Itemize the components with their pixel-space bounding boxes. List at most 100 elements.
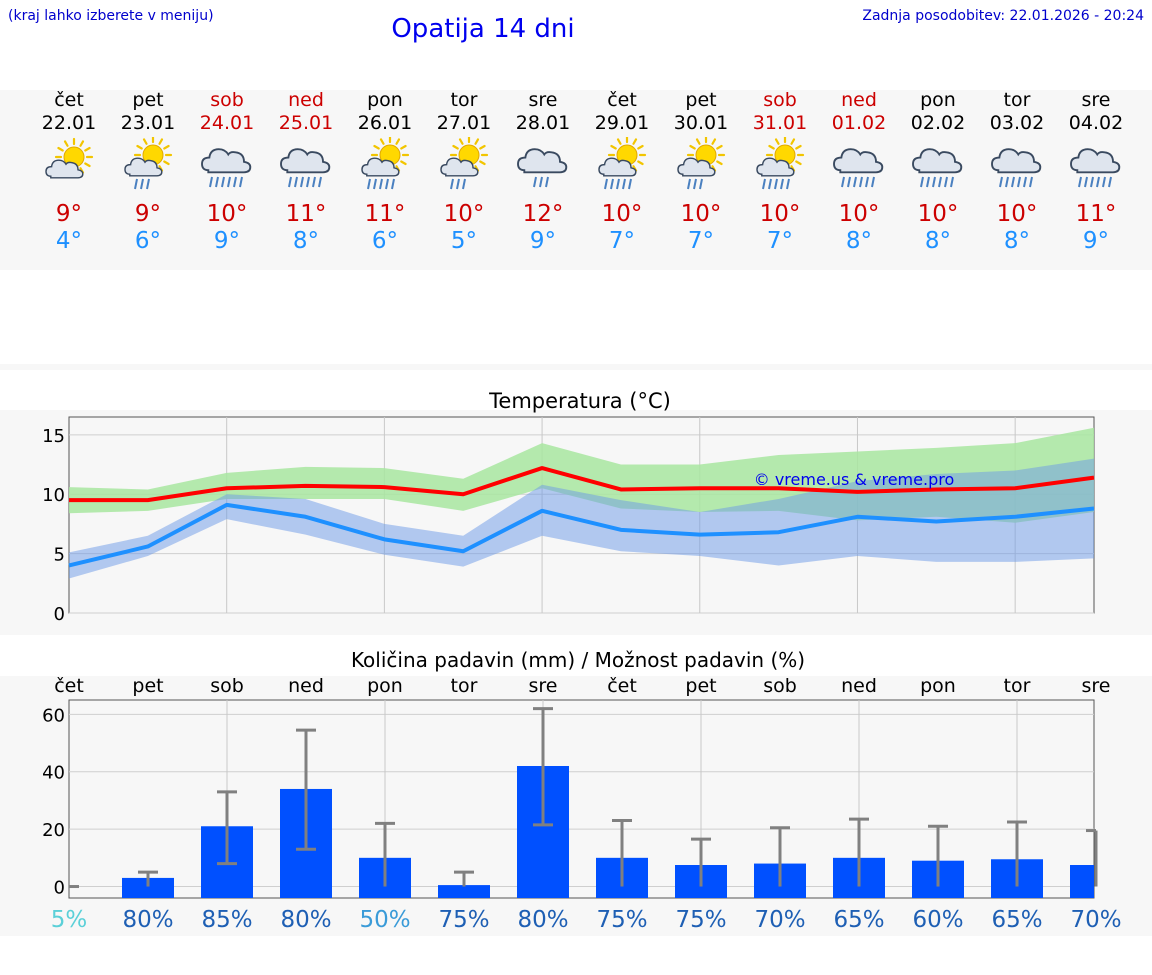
sun-cloud-rain-icon bbox=[583, 135, 662, 197]
day-name: pon bbox=[367, 89, 403, 111]
day-date: 29.01 bbox=[594, 112, 650, 134]
max-temperature: 10° bbox=[917, 201, 959, 227]
day-date: 22.01 bbox=[41, 112, 97, 134]
precipitation-probability: 70% bbox=[1070, 907, 1121, 933]
precipitation-probability: 70% bbox=[754, 907, 805, 933]
sun-cloud-light-rain-icon bbox=[425, 135, 504, 197]
max-temperature: 11° bbox=[364, 201, 406, 227]
x-category-label: sob bbox=[763, 675, 797, 697]
min-temperature: 9° bbox=[529, 228, 557, 254]
precipitation-probability: 75% bbox=[675, 907, 726, 933]
x-category-label: sre bbox=[529, 675, 558, 697]
day-name: sre bbox=[528, 89, 558, 111]
daily-forecast-strip: čet 22.01 9° 4° pet 23.01 9° 6° sob 24.01 10° 9° ned… bbox=[0, 89, 1152, 270]
day-date: 23.01 bbox=[120, 112, 176, 134]
day-forecast: ned 01.02 10° 8° bbox=[820, 89, 899, 255]
day-name: sob bbox=[210, 89, 244, 111]
cloud-light-rain-icon bbox=[504, 135, 583, 197]
day-forecast: tor 03.02 10° 8° bbox=[978, 89, 1057, 255]
day-date: 31.01 bbox=[752, 112, 808, 134]
min-temperature: 7° bbox=[608, 228, 636, 254]
day-name: pet bbox=[132, 89, 164, 111]
precipitation-probability: 75% bbox=[596, 907, 647, 933]
precipitation-probability: 50% bbox=[359, 907, 410, 933]
min-temperature-line bbox=[68, 502, 1095, 568]
day-name: ned bbox=[288, 89, 324, 111]
min-temperature: 9° bbox=[213, 228, 241, 254]
x-category-label: čet bbox=[607, 675, 637, 697]
x-category-label: sob bbox=[210, 675, 244, 697]
rain-cloud-icon bbox=[899, 135, 978, 197]
max-temperature: 11° bbox=[1075, 201, 1117, 227]
day-forecast: sob 24.01 10° 9° bbox=[188, 89, 267, 255]
rain-cloud-icon bbox=[267, 135, 346, 197]
x-category-label: ned bbox=[841, 675, 877, 697]
y-tick-label: 15 bbox=[42, 426, 65, 447]
precipitation-probability: 85% bbox=[201, 907, 252, 933]
day-date: 30.01 bbox=[673, 112, 729, 134]
x-category-label: pet bbox=[685, 675, 716, 697]
max-temperature: 10° bbox=[601, 201, 643, 227]
precipitation-chart-title: Količina padavin (mm) / Možnost padavin … bbox=[351, 648, 805, 672]
y-tick-label: 0 bbox=[54, 604, 65, 625]
day-forecast: čet 29.01 10° 7° bbox=[583, 89, 662, 255]
y-tick-label: 10 bbox=[42, 485, 65, 506]
min-temperature: 7° bbox=[766, 228, 794, 254]
x-category-label: sre bbox=[1082, 675, 1111, 697]
day-date: 02.02 bbox=[910, 112, 966, 134]
precipitation-probability: 80% bbox=[517, 907, 568, 933]
min-temperature: 5° bbox=[450, 228, 478, 254]
day-forecast: čet 22.01 9° 4° bbox=[30, 89, 109, 255]
day-date: 03.02 bbox=[989, 112, 1045, 134]
day-date: 28.01 bbox=[515, 112, 571, 134]
precipitation-chart: Količina padavin (mm) / Možnost padavin … bbox=[42, 648, 1121, 933]
day-date: 27.01 bbox=[436, 112, 492, 134]
day-forecast: sre 28.01 12° 9° bbox=[504, 89, 583, 255]
max-temperature: 10° bbox=[206, 201, 248, 227]
precipitation-probability: 80% bbox=[280, 907, 331, 933]
day-name: tor bbox=[1003, 89, 1031, 111]
page-title: Opatija 14 dni bbox=[391, 14, 575, 44]
x-category-label: tor bbox=[451, 675, 478, 697]
x-category-label: čet bbox=[54, 675, 84, 697]
max-temperature-line bbox=[69, 466, 1095, 503]
day-forecast: sre 04.02 11° 9° bbox=[1057, 89, 1136, 255]
max-temperature: 10° bbox=[443, 201, 485, 227]
day-forecast: ned 25.01 11° 8° bbox=[267, 89, 346, 255]
day-forecast: pet 23.01 9° 6° bbox=[109, 89, 188, 255]
y-tick-label: 60 bbox=[42, 705, 65, 726]
rain-cloud-icon bbox=[1057, 135, 1136, 197]
day-name: čet bbox=[607, 89, 637, 111]
precipitation-bar bbox=[122, 877, 174, 898]
precipitation-probability: 65% bbox=[833, 907, 884, 933]
day-date: 25.01 bbox=[278, 112, 334, 134]
max-temperature: 10° bbox=[996, 201, 1038, 227]
day-date: 26.01 bbox=[357, 112, 413, 134]
rain-cloud-icon bbox=[820, 135, 899, 197]
day-forecast: pet 30.01 10° 7° bbox=[662, 89, 741, 255]
y-tick-label: 5 bbox=[54, 545, 65, 566]
rain-cloud-icon bbox=[978, 135, 1057, 197]
max-temperature: 10° bbox=[680, 201, 722, 227]
precipitation-probability: 5% bbox=[51, 907, 88, 933]
temperature-chart: Temperatura (°C) 0 5 10 15 © vreme.us & vreme… bbox=[42, 389, 1095, 625]
sun-cloud-light-rain-icon bbox=[662, 135, 741, 197]
x-category-label: pet bbox=[132, 675, 163, 697]
min-temperature: 9° bbox=[1082, 228, 1110, 254]
precipitation-bar bbox=[438, 885, 490, 898]
min-temperature: 7° bbox=[687, 228, 715, 254]
day-forecast: pon 02.02 10° 8° bbox=[899, 89, 978, 255]
x-category-label: pon bbox=[920, 675, 956, 697]
max-temperature: 9° bbox=[55, 201, 83, 227]
day-name: ned bbox=[841, 89, 877, 111]
day-date: 04.02 bbox=[1068, 112, 1124, 134]
day-name: čet bbox=[54, 89, 84, 111]
max-temperature: 10° bbox=[838, 201, 880, 227]
section-divider bbox=[0, 364, 1152, 370]
day-forecast: tor 27.01 10° 5° bbox=[425, 89, 504, 255]
precipitation-probability: 80% bbox=[122, 907, 173, 933]
max-temperature: 9° bbox=[134, 201, 162, 227]
precipitation-probability: 60% bbox=[912, 907, 963, 933]
sun-cloud-light-rain-icon bbox=[109, 135, 188, 197]
day-forecast: sob 31.01 10° 7° bbox=[741, 89, 820, 255]
